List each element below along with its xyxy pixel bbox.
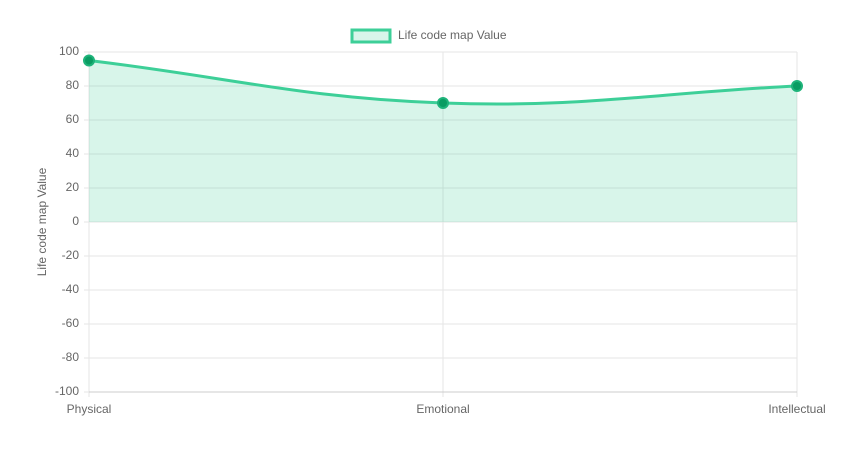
point: [791, 80, 803, 92]
y-tick-label: -40: [62, 282, 80, 296]
y-tick-label: -100: [55, 384, 79, 398]
y-tick-label: 100: [59, 44, 79, 58]
y-tick-label: 80: [66, 78, 80, 92]
y-tick-label: 40: [66, 146, 80, 160]
y-tick-label: -60: [62, 316, 80, 330]
y-tick-label: 0: [72, 214, 79, 228]
y-axis-label: Life code map Value: [35, 167, 49, 276]
legend-label: Life code map Value: [398, 28, 507, 42]
y-tick-label: -80: [62, 350, 80, 364]
y-tick-label: -20: [62, 248, 80, 262]
legend-swatch: [350, 28, 392, 44]
y-tick-label: 60: [66, 112, 80, 126]
point: [437, 97, 449, 109]
y-tick-label: 20: [66, 180, 80, 194]
x-tick-label: Physical: [67, 402, 112, 416]
area: [89, 60, 797, 222]
x-tick-label: Intellectual: [768, 402, 825, 416]
x-tick-label: Emotional: [416, 402, 469, 416]
point: [83, 54, 95, 67]
